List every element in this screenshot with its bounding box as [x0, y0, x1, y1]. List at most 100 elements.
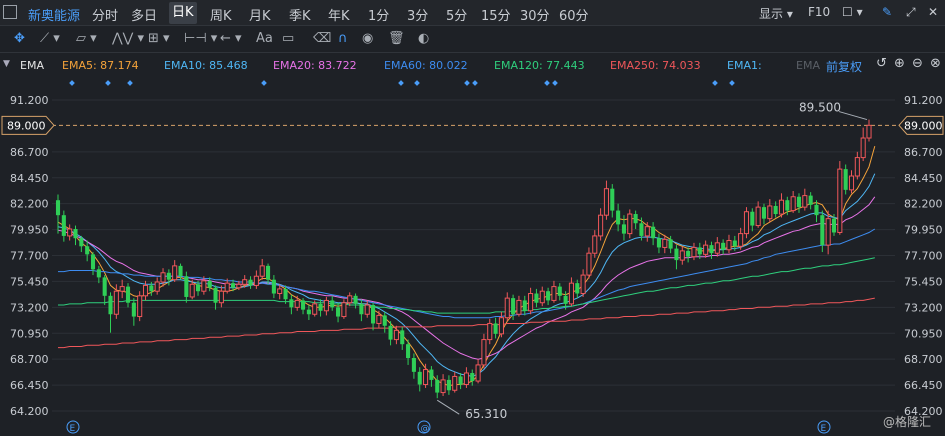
tab-quarterly-k[interactable]: 季K: [289, 9, 311, 24]
candle-body: [73, 229, 78, 239]
candle-body: [843, 169, 848, 190]
period-tab-bar: 新奥能源 分时 多日 日K 周K 月K 季K 年K 1分 3分 5分 15分 3…: [0, 0, 945, 26]
event-marker: [69, 80, 75, 86]
magnet-icon[interactable]: ∩: [338, 31, 348, 46]
text-tool-icon[interactable]: Aa: [256, 31, 273, 46]
select-checkbox[interactable]: [3, 5, 17, 19]
candle-body: [67, 228, 73, 237]
candle-body: [341, 302, 347, 318]
candlestick-chart[interactable]: 91.200 91.200 86.700 86.700 84.450 84.450 82.2…: [0, 76, 945, 436]
legend-ema60: EMA60: 80.022: [384, 59, 468, 72]
fibonacci-tool-icon[interactable]: ⊞ ▾: [148, 31, 170, 46]
candle-body: [820, 215, 825, 246]
candle-body: [446, 379, 451, 391]
candle-body: [301, 300, 306, 310]
legend-ema-extra: EMA: [796, 59, 820, 72]
tab-intraday[interactable]: 分时: [92, 9, 119, 24]
candle-body: [703, 244, 709, 255]
crosshair-move-icon[interactable]: ✥: [14, 31, 25, 46]
wave-tool-icon[interactable]: ⋀⋁ ▾: [112, 31, 144, 46]
candle-body: [475, 364, 481, 382]
measure-tool-icon[interactable]: ⊢⊣ ▾: [184, 31, 218, 46]
y-tick-label-left: 91.200: [10, 94, 49, 107]
candle-body: [429, 369, 434, 380]
zoom-in-icon[interactable]: ⊕: [894, 56, 905, 71]
candle-body: [218, 290, 224, 304]
candle-body: [189, 283, 195, 298]
event-glyph: E: [70, 424, 76, 434]
event-glyph: E: [821, 424, 827, 434]
layout-toggle-icon[interactable]: ☐ ▾: [842, 5, 863, 19]
candle-body: [679, 250, 685, 261]
channel-tool-icon[interactable]: ▱ ▾: [76, 31, 97, 46]
candle-body: [697, 247, 702, 255]
tab-5min[interactable]: 5分: [446, 9, 468, 24]
candle-body: [382, 315, 387, 326]
legend-ema1: EMA1:: [727, 59, 762, 72]
stock-name[interactable]: 新奥能源: [28, 9, 81, 24]
candle-body: [651, 226, 656, 239]
tab-monthly-k[interactable]: 月K: [249, 9, 271, 24]
candle-body: [732, 240, 737, 247]
toggle-visibility-icon[interactable]: ◐: [418, 31, 430, 46]
event-glyph: @: [421, 424, 430, 434]
y-tick-label-left: 86.700: [10, 146, 49, 159]
candle-body: [627, 213, 633, 235]
candle-body: [259, 265, 265, 277]
event-marker: [729, 80, 735, 86]
eye-icon[interactable]: ◉: [362, 31, 374, 46]
event-marker: [472, 80, 478, 86]
candle-body: [633, 214, 638, 224]
close-icon[interactable]: ✕: [928, 5, 939, 19]
candle-body: [79, 238, 84, 247]
tab-multi-day[interactable]: 多日: [131, 9, 158, 24]
event-marker: [127, 80, 133, 86]
line-tool-icon[interactable]: ⟋ ▾: [40, 31, 60, 46]
low-annotation: 65.310: [465, 407, 507, 421]
event-marker: [544, 80, 550, 86]
arrow-tool-icon[interactable]: ← ▾: [220, 31, 242, 46]
indicator-name[interactable]: EMA: [20, 59, 44, 72]
candle-body: [452, 375, 458, 391]
adjust-mode-button[interactable]: 前复权: [826, 60, 863, 74]
expand-icon[interactable]: ⤢: [906, 5, 916, 19]
display-dropdown[interactable]: 显示 ▾: [759, 7, 793, 21]
tab-30min[interactable]: 30分: [520, 9, 550, 24]
candle-body: [598, 214, 604, 237]
candle-body: [435, 379, 440, 393]
tab-60min[interactable]: 60分: [559, 9, 589, 24]
candle-body: [113, 290, 119, 315]
candle-body: [364, 304, 370, 315]
reset-icon[interactable]: ↺: [876, 56, 887, 71]
tab-daily-k[interactable]: 日K: [169, 2, 197, 24]
candle-body: [347, 295, 353, 304]
candle-body: [814, 204, 819, 216]
candle-body: [376, 314, 382, 324]
tab-15min[interactable]: 15分: [481, 9, 511, 24]
candle-body: [534, 293, 539, 303]
settings-icon[interactable]: ⊗: [930, 56, 941, 71]
trash-icon[interactable]: 🗑: [388, 31, 405, 46]
candle-body: [393, 329, 399, 341]
current-price-tag-left: [1, 115, 55, 135]
candle-body: [312, 303, 318, 315]
f10-button[interactable]: F10: [808, 5, 831, 19]
candle-body: [493, 323, 498, 334]
candle-body: [323, 299, 329, 312]
candle-body: [802, 195, 808, 208]
candle-body: [236, 283, 242, 289]
zoom-out-icon[interactable]: ⊖: [912, 56, 923, 71]
pen-icon[interactable]: ✎: [882, 5, 893, 19]
tab-weekly-k[interactable]: 周K: [210, 9, 232, 24]
candle-body: [825, 218, 831, 246]
candle-body: [709, 245, 714, 254]
tab-3min[interactable]: 3分: [407, 9, 429, 24]
candle-body: [172, 265, 178, 281]
tab-yearly-k[interactable]: 年K: [328, 9, 350, 24]
indicator-collapse-icon[interactable]: ▼: [3, 59, 10, 69]
eraser-icon[interactable]: ⌫: [313, 31, 332, 46]
candle-body: [149, 285, 154, 292]
comment-tool-icon[interactable]: ▭: [282, 31, 295, 46]
tab-1min[interactable]: 1分: [368, 9, 390, 24]
legend-ema10: EMA10: 85.468: [164, 59, 248, 72]
